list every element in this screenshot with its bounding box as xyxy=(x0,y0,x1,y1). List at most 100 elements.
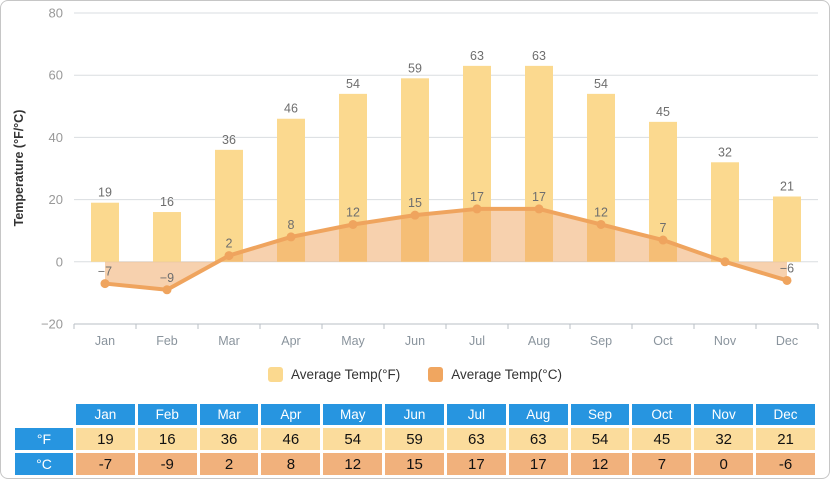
table-corner-cell xyxy=(15,404,73,425)
y-tick-label: 20 xyxy=(49,192,63,207)
table-row: °F 19 16 36 46 54 59 63 63 54 45 32 21 xyxy=(15,428,815,450)
temperature-chart: 80 60 40 20 0 −20 Jan Feb Mar Apr May Jun Jul Aug Sep O… xyxy=(12,6,819,348)
month-header-cell: Nov xyxy=(694,404,754,425)
x-category-label: Jan xyxy=(95,334,115,348)
x-category-label: Oct xyxy=(653,334,673,348)
point-value-label: 2 xyxy=(226,237,233,251)
legend-label-celsius: Average Temp(°C) xyxy=(451,367,562,382)
bar-average-temp-f xyxy=(711,162,739,262)
legend-item-fahrenheit: Average Temp(°F) xyxy=(268,367,400,382)
y-tick-label: 60 xyxy=(49,68,63,83)
temperature-value-cell: 63 xyxy=(508,428,568,450)
month-header-cell: Apr xyxy=(261,404,321,425)
celsius-swatch-icon xyxy=(428,367,444,382)
temperature-value-cell: -7 xyxy=(76,453,135,475)
temperature-value-cell: 54 xyxy=(570,428,630,450)
celsius-point-marker xyxy=(410,210,420,220)
temperature-value-cell: 8 xyxy=(261,453,321,475)
y-tick-label: 0 xyxy=(56,254,63,269)
celsius-point-marker xyxy=(534,204,544,214)
chart-legend: Average Temp(°F) Average Temp(°C) xyxy=(1,367,829,382)
temperature-value-cell: 16 xyxy=(137,428,197,450)
point-value-label: −6 xyxy=(780,261,794,275)
celsius-point-marker xyxy=(472,204,482,214)
point-value-label: 17 xyxy=(532,190,546,204)
celsius-point-marker xyxy=(162,285,172,295)
bar-value-label: 59 xyxy=(408,61,422,75)
x-category-label: Jul xyxy=(469,334,485,348)
celsius-line xyxy=(103,206,789,292)
bar-value-label: 21 xyxy=(780,179,794,193)
point-value-label: 8 xyxy=(288,218,295,232)
bar-value-label: 16 xyxy=(160,195,174,209)
x-category-label: Mar xyxy=(218,334,240,348)
temperature-value-cell: -6 xyxy=(756,453,815,475)
legend-label-fahrenheit: Average Temp(°F) xyxy=(291,367,401,382)
month-header-cell: Mar xyxy=(199,404,259,425)
unit-row-label: °C xyxy=(15,453,73,475)
celsius-point-marker xyxy=(720,257,730,267)
point-value-label: 12 xyxy=(594,205,608,219)
bar-value-label: 32 xyxy=(718,145,732,159)
table-row: °C -7 -9 2 8 12 15 17 17 12 7 0 -6 xyxy=(15,453,815,475)
temperature-value-cell: 32 xyxy=(694,428,754,450)
temperature-value-cell: 59 xyxy=(385,428,444,450)
temperature-value-cell: 2 xyxy=(199,453,259,475)
month-header-cell: Jun xyxy=(385,404,444,425)
celsius-point-marker xyxy=(286,232,296,242)
x-category-label: May xyxy=(341,334,365,348)
temperature-value-cell: 21 xyxy=(756,428,815,450)
x-category-label: Nov xyxy=(714,334,737,348)
point-value-label: −9 xyxy=(160,271,174,285)
temperature-table: Jan Feb Mar Apr May Jun Jul Aug Sep Oct Nov Dec °F 19… xyxy=(12,401,818,478)
point-value-label: 17 xyxy=(470,190,484,204)
x-category-label: Aug xyxy=(528,334,550,348)
celsius-point-marker xyxy=(224,251,234,261)
celsius-point-marker xyxy=(348,219,358,229)
unit-row-label: °F xyxy=(15,428,73,450)
temperature-value-cell: 17 xyxy=(508,453,568,475)
legend-item-celsius: Average Temp(°C) xyxy=(428,367,562,382)
month-header-cell: Jan xyxy=(76,404,135,425)
bar-average-temp-f xyxy=(215,149,243,262)
celsius-point-marker xyxy=(100,279,110,289)
x-category-label: Jun xyxy=(405,334,425,348)
bar-value-label: 45 xyxy=(656,105,670,119)
x-category-label: Apr xyxy=(281,334,300,348)
x-category-label: Feb xyxy=(156,334,178,348)
temperature-value-cell: -9 xyxy=(137,453,197,475)
bar-value-label: 36 xyxy=(222,133,236,147)
month-header-cell: Feb xyxy=(137,404,197,425)
celsius-point-marker xyxy=(596,219,606,229)
y-tick-label: 80 xyxy=(49,6,63,21)
point-value-label: 15 xyxy=(408,196,422,210)
bar-average-temp-f xyxy=(91,202,119,262)
point-value-label: −7 xyxy=(98,265,112,279)
temperature-value-cell: 17 xyxy=(446,453,506,475)
bar-value-label: 54 xyxy=(594,77,608,91)
bar-average-temp-f xyxy=(153,212,181,262)
temperature-value-cell: 12 xyxy=(323,453,383,475)
month-header-cell: Oct xyxy=(632,404,692,425)
temperature-value-cell: 12 xyxy=(570,453,630,475)
temperature-value-cell: 54 xyxy=(323,428,383,450)
month-header-cell: Jul xyxy=(446,404,506,425)
point-value-label: 12 xyxy=(346,205,360,219)
temperature-value-cell: 45 xyxy=(632,428,692,450)
temperature-value-cell: 0 xyxy=(694,453,754,475)
x-category-label: Sep xyxy=(590,334,612,348)
bar-value-label: 46 xyxy=(284,102,298,116)
month-header-cell: Sep xyxy=(570,404,630,425)
temperature-value-cell: 63 xyxy=(446,428,506,450)
temperature-value-cell: 46 xyxy=(261,428,321,450)
celsius-point-marker xyxy=(782,275,792,285)
bar-average-temp-f xyxy=(773,196,801,262)
point-value-label: 7 xyxy=(660,221,667,235)
month-header-cell: Dec xyxy=(756,404,815,425)
temperature-value-cell: 19 xyxy=(76,428,135,450)
month-header-cell: Aug xyxy=(508,404,568,425)
bar-value-label: 19 xyxy=(98,186,112,200)
y-axis-title: Temperature (°F/°C) xyxy=(12,110,26,227)
fahrenheit-swatch-icon xyxy=(268,367,284,382)
